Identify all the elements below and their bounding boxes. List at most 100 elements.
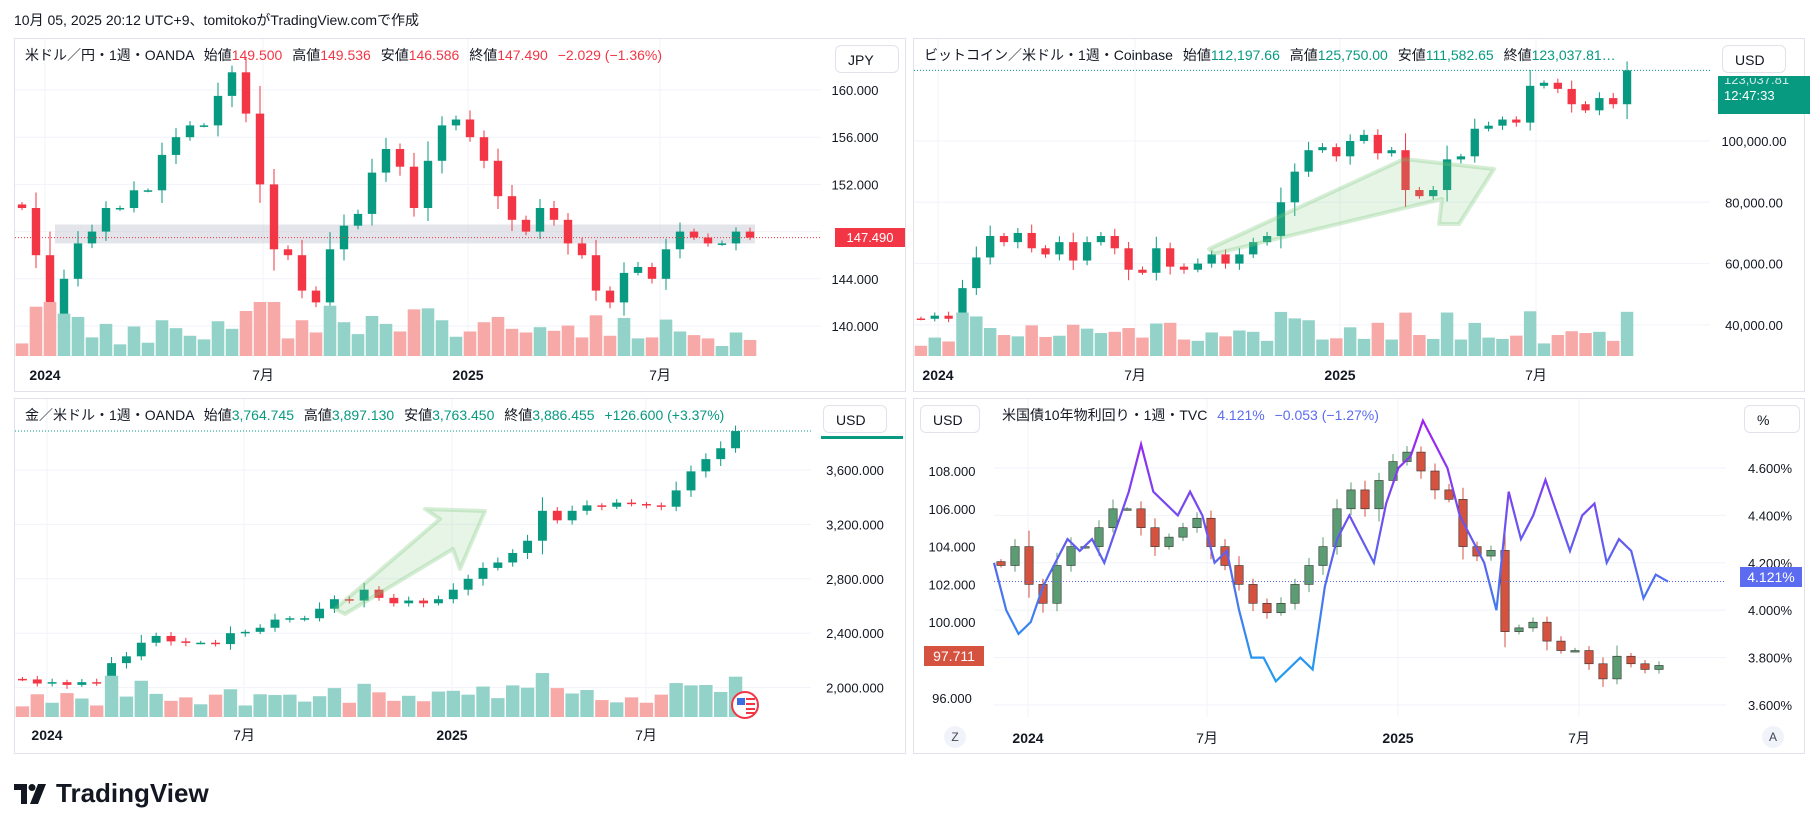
candle — [1276, 603, 1286, 614]
candle — [1556, 640, 1566, 651]
volume-bar — [519, 332, 533, 356]
volume-bar — [104, 675, 119, 717]
volume-bar — [699, 685, 713, 717]
candle — [647, 267, 657, 279]
volume-bar — [183, 335, 197, 356]
candle — [661, 249, 671, 279]
candle — [1166, 248, 1175, 267]
dxy-tick: 102.000 — [929, 577, 976, 592]
candle — [329, 599, 339, 609]
candle — [121, 656, 131, 664]
volume-bar — [659, 319, 673, 356]
candle — [1041, 248, 1050, 255]
currency-button[interactable]: JPY — [835, 45, 899, 73]
candle — [270, 619, 280, 628]
price-tick: 152.000 — [832, 177, 879, 192]
candle — [1373, 134, 1382, 154]
candle — [353, 213, 363, 226]
volume-bar — [223, 689, 238, 717]
yield-tick: 4.400% — [1748, 508, 1793, 523]
dxy-tick: 96.000 — [932, 691, 972, 706]
volume-bar — [1163, 322, 1177, 356]
volume-bar — [29, 306, 43, 356]
volume-bar — [253, 302, 267, 356]
volume-bar — [1039, 336, 1052, 356]
candle — [478, 567, 488, 579]
volume-bar — [1233, 330, 1246, 356]
candle — [1136, 508, 1146, 529]
price-tick: 40,000.00 — [1725, 318, 1783, 333]
chart-panel-us10y[interactable]: USD 米国債10年物利回り・1週・TVC 4.121% −0.053 (−1.… — [913, 398, 1805, 754]
price-tick: 80,000.00 — [1725, 195, 1783, 210]
symbol-title: 金／米ドル・1週・OANDA — [25, 407, 194, 423]
volume-bar — [1565, 331, 1578, 356]
candle — [151, 635, 161, 643]
volume-bar — [351, 334, 365, 356]
candle — [196, 642, 206, 645]
candle — [129, 190, 139, 208]
candle — [1193, 263, 1202, 270]
yield-tick: 4.600% — [1748, 461, 1793, 476]
volume-bar — [701, 338, 715, 356]
candle — [641, 504, 651, 506]
auto-scale-button[interactable]: A — [1762, 726, 1784, 748]
candle — [1124, 248, 1133, 270]
volume-bar — [435, 320, 449, 356]
left-currency-button[interactable]: USD — [920, 405, 980, 433]
unit-button[interactable]: % — [1744, 405, 1800, 433]
tradingview-logo[interactable]: TradingView — [14, 778, 209, 809]
volume-bar — [684, 685, 698, 717]
candle — [508, 552, 518, 563]
candle — [463, 578, 473, 590]
dxy-tick: 100.000 — [929, 615, 976, 630]
price-chart[interactable]: 108.000 106.000 104.000 102.000 100.000 96.00… — [914, 399, 1806, 755]
volume-bar — [520, 687, 535, 717]
candle — [1024, 546, 1034, 585]
candle — [451, 119, 461, 126]
currency-button[interactable]: USD — [1722, 45, 1786, 73]
candle — [577, 243, 587, 256]
candle — [1110, 236, 1119, 249]
volume-bar — [1510, 335, 1523, 356]
volume-bar — [914, 345, 928, 356]
candle — [325, 249, 335, 303]
candle — [1567, 88, 1576, 105]
volume-bar — [416, 701, 431, 717]
price-chart[interactable]: 160.000 156.000 152.000 144.000 140.000 2024 7… — [15, 39, 907, 393]
candle — [1526, 85, 1535, 123]
volume-bar — [127, 326, 141, 356]
price-chart[interactable]: 100,000.00 80,000.00 60,000.00 40,000.00 202… — [914, 39, 1806, 393]
candle — [419, 600, 429, 604]
candle — [1626, 655, 1636, 665]
candle — [493, 562, 503, 568]
volume-bar — [1427, 338, 1440, 356]
chart-panel-btcusd[interactable]: ビットコイン／米ドル・1週・Coinbase 始値112,197.66 高値12… — [913, 38, 1810, 393]
price-tick: 3,200.000 — [826, 517, 884, 532]
candle — [656, 505, 666, 507]
candle — [92, 682, 102, 684]
candle — [1595, 98, 1604, 111]
candle — [77, 682, 87, 685]
price-chart[interactable]: 3,600.000 3,200.000 2,800.000 2,400.000 2,00… — [15, 399, 907, 755]
brand-name: TradingView — [56, 778, 209, 808]
chart-panel-usdjpy[interactable]: 米ドル／円・1週・OANDA 始値149.500 高値149.536 安値146… — [14, 38, 906, 392]
candle — [605, 290, 615, 303]
candle — [1262, 603, 1272, 614]
candle — [465, 119, 475, 138]
candle — [367, 172, 377, 214]
currency-button[interactable]: USD — [823, 405, 887, 433]
auto-zoom-button[interactable]: Z — [944, 726, 966, 748]
candle — [1066, 546, 1076, 566]
flag-canton — [737, 698, 745, 705]
volume-bar — [1150, 323, 1163, 356]
candle — [1528, 621, 1538, 629]
time-tick: 2025 — [1382, 730, 1413, 746]
candle — [1346, 141, 1355, 157]
volume-bar — [149, 693, 163, 717]
chart-panel-xauusd[interactable]: 金／米ドル・1週・OANDA 始値3,764.745 高値3,897.130 安… — [14, 398, 906, 754]
candle — [395, 149, 405, 167]
candle — [567, 510, 577, 521]
candle — [344, 599, 354, 601]
volume-bar — [1080, 328, 1094, 356]
candle — [1498, 119, 1507, 126]
